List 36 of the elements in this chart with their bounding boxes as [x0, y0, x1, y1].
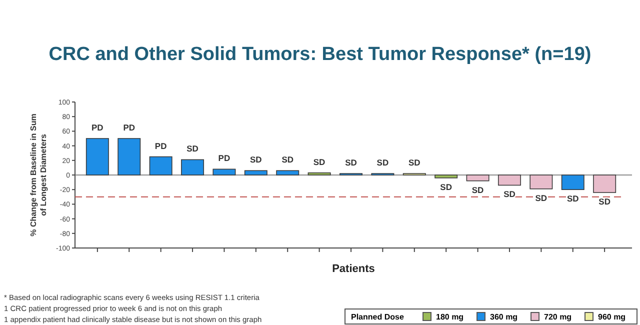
- data-label: SD: [440, 182, 452, 192]
- bar: [244, 170, 268, 176]
- legend-label: 960 mg: [598, 312, 626, 322]
- legend-label: 180 mg: [436, 312, 464, 322]
- bar: [118, 138, 141, 176]
- data-label: SD: [472, 184, 484, 195]
- data-label: PD: [92, 122, 104, 132]
- data-label: SD: [186, 144, 198, 154]
- data-label: SD: [313, 156, 326, 167]
- x-axis-title: Patients: [332, 263, 375, 275]
- data-label: SD: [408, 158, 420, 168]
- bar: [308, 172, 331, 176]
- bar: [276, 170, 300, 176]
- data-label: SD: [598, 196, 610, 207]
- data-label: SD: [250, 154, 262, 165]
- bar: [434, 174, 458, 178]
- bar: [498, 174, 521, 186]
- bar: [212, 168, 236, 176]
- legend-label: 360 mg: [490, 312, 518, 322]
- data-label: PD: [154, 140, 167, 151]
- chart-title: CRC and Other Solid Tumors: Best Tumor Response* (n=19): [48, 44, 592, 65]
- legend-label: 720 mg: [544, 312, 572, 322]
- bar: [181, 159, 204, 176]
- bar: [466, 174, 490, 182]
- data-label: PD: [123, 122, 136, 132]
- bar: [86, 138, 109, 176]
- bar: [530, 174, 553, 190]
- data-label: SD: [345, 158, 357, 168]
- y-axis-title: % Change from Baseline in Sum of Longest Diameters: [29, 114, 48, 236]
- data-label: PD: [218, 153, 230, 164]
- data-label: SD: [376, 158, 389, 168]
- legend-title: Planned Dose: [351, 312, 404, 322]
- bar: [149, 156, 172, 176]
- data-label: SD: [282, 154, 294, 165]
- bar: [561, 174, 584, 190]
- bar: [593, 174, 616, 193]
